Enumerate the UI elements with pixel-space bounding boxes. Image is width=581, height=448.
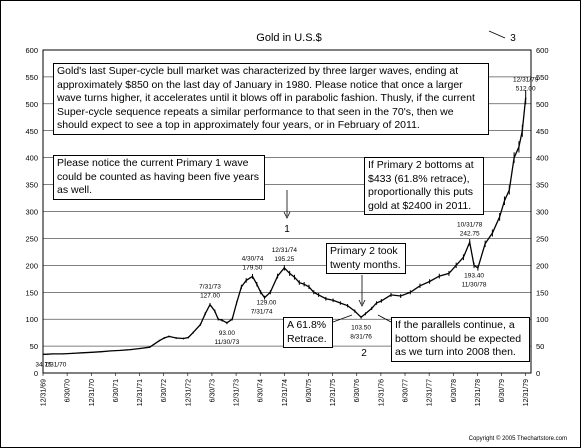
arrow-wave3 [488,30,506,39]
y-tick-label: 250 [25,234,38,243]
point-label: 11/30/73 [214,339,239,346]
y-tick-label: 450 [25,127,38,136]
wave-label: 1 [284,224,290,235]
y-tick-label-right: 300 [536,208,549,217]
point-label: 179.50 [243,264,263,271]
x-tick-label: 12/31/74 [282,379,289,406]
x-tick-label: 6/30/77 [403,379,410,402]
x-tick-label: 6/30/72 [161,379,168,402]
annotation-primary2-bottom: If Primary 2 bottoms at $433 (61.8% retr… [364,157,484,215]
y-tick-label-right: 550 [536,73,549,82]
point-label: 12/31/74 [272,247,298,254]
x-tick-label: 12/31/73 [234,379,241,406]
point-label: 1/31/70 [45,361,67,368]
x-tick-label: 6/30/74 [258,379,265,402]
arrow-retrace [332,314,353,323]
x-tick-label: 6/30/76 [354,379,361,402]
x-tick-label: 12/31/69 [41,379,48,406]
annotation-parallels: If the parallels continue, a bottom shou… [391,317,530,362]
x-tick-label: 6/30/78 [451,379,458,402]
arrowhead-wave1 [283,211,291,219]
chart-title: Gold in U.S.$ [256,32,321,44]
x-tick-label: 12/31/77 [427,379,434,406]
copyright-note: Copyright © 2005 Thechartstore.com [468,436,567,442]
x-tick-label: 12/31/79 [523,379,530,406]
x-tick-label: 6/30/75 [306,379,313,402]
y-tick-label: 100 [25,315,38,324]
y-tick-label: 600 [25,46,38,55]
y-tick-label-right: 100 [536,315,549,324]
wave-label: 2 [361,348,367,359]
y-tick-label-right: 200 [536,261,549,270]
price-line [43,97,527,355]
point-label: 7/31/74 [251,308,273,315]
x-tick-label: 6/30/79 [499,379,506,402]
point-label: 195.25 [274,256,294,263]
y-tick-label: 500 [25,100,38,109]
x-tick-label: 6/30/70 [65,379,72,402]
x-tick-label: 12/31/78 [475,379,482,406]
point-label: 7/31/73 [199,284,221,291]
point-label: 8/31/76 [350,333,372,340]
annotation-retrace: A 61.8% Retrace. [283,317,333,348]
y-tick-label-right: 500 [536,100,549,109]
point-label: 11/30/78 [462,281,487,288]
y-tick-label: 200 [25,261,38,270]
x-tick-label: 12/31/72 [185,379,192,406]
annotation-intro: Gold's last Super-cycle bull market was … [53,63,489,135]
arrowhead-wave2 [358,299,366,307]
y-tick-label: 150 [25,288,38,297]
x-tick-label: 12/31/71 [137,379,144,406]
y-tick-label-right: 450 [536,127,549,136]
x-tick-label: 6/30/73 [209,379,216,402]
point-label: 127.00 [200,293,220,300]
arrow-parallels [377,314,392,323]
point-label: 193.40 [464,272,484,279]
y-tick-label: 50 [30,342,38,351]
y-tick-label-right: 0 [536,369,540,378]
y-tick-label: 550 [25,73,38,82]
point-label: 12/31/79 [513,76,539,83]
point-label: 10/31/78 [457,221,483,228]
point-label: 512.00 [516,85,536,92]
x-tick-label: 12/31/75 [330,379,337,406]
annotation-primary2-took: Primary 2 took twenty months. [326,243,406,274]
x-tick-label: 6/30/71 [113,379,120,402]
point-label: 242.75 [460,230,480,237]
y-tick-label: 0 [34,369,38,378]
annotation-primary1: Please notice the current Primary 1 wave… [53,155,265,200]
point-label: 129.00 [257,299,277,306]
y-tick-label: 350 [25,181,38,190]
point-label: 34.75 [35,361,52,368]
wave-label: 3 [510,33,516,44]
point-label: 103.50 [351,324,371,331]
y-tick-label: 300 [25,208,38,217]
point-label: 4/30/74 [242,255,264,262]
point-label: 93.00 [219,330,236,337]
y-tick-label-right: 600 [536,46,549,55]
x-tick-label: 12/31/70 [89,379,96,406]
y-tick-label-right: 50 [536,342,544,351]
y-tick-label-right: 250 [536,234,549,243]
x-tick-label: 12/31/76 [378,379,385,406]
y-tick-label: 400 [25,154,38,163]
y-tick-label-right: 350 [536,181,549,190]
y-tick-label-right: 150 [536,288,549,297]
y-tick-label-right: 400 [536,154,549,163]
